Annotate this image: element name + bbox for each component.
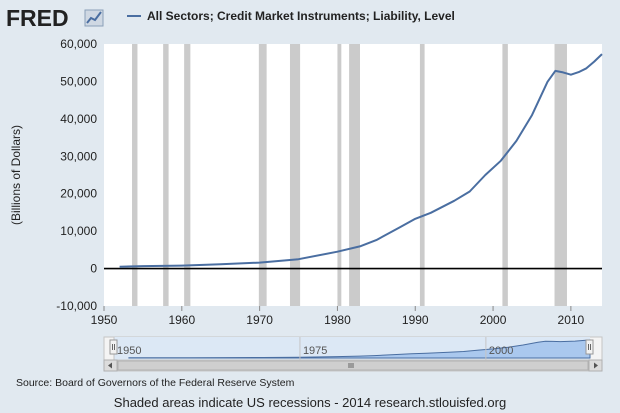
grip-icon [348,363,354,368]
recession-band-0 [132,44,138,306]
y-tick-label: 20,000 [60,187,97,201]
y-tick-label: 40,000 [60,112,97,126]
y-tick-labels: -10,000 0 10,000 20,000 30,000 40,000 50,000 60… [56,37,97,313]
x-tick-label: 2000 [480,313,507,327]
x-tick-label: 1960 [168,313,195,327]
source-text: Source: Board of Governors of the Federa… [16,377,295,389]
series-line-0[interactable] [119,53,603,268]
series-layer [119,53,603,268]
navigator-series [128,339,591,359]
navigator-tick-label: 1975 [303,345,327,357]
recession-band-7 [419,44,425,306]
recession-shading [132,44,567,306]
fred-logo[interactable]: FRED [6,5,104,31]
x-tick-label: 1990 [402,313,429,327]
y-tick-label: -10,000 [56,299,97,313]
y-axis-title: (Billions of Dollars) [9,125,23,225]
x-tick-label: 1980 [324,313,351,327]
x-tick-label: 1970 [246,313,273,327]
navigator-left-handle[interactable] [109,339,118,355]
x-tick-labels: 1950 1960 1970 1980 1990 2000 2010 [91,306,585,327]
legend-label: All Sectors; Credit Market Instruments; … [147,9,455,23]
recession-note[interactable]: Shaded areas indicate US recessions - 20… [113,395,507,410]
line-chart-icon [84,9,104,27]
navigator-ticks: 1950 1975 2000 [113,337,513,360]
recession-band-2 [184,44,191,306]
y-tick-label: 50,000 [60,74,97,88]
logo-text: FRED [6,5,69,31]
recession-band-4 [289,44,301,306]
arrow-right-icon[interactable] [588,359,603,372]
recession-band-8 [502,44,508,306]
y-tick-label: 10,000 [60,224,97,238]
arrow-left-icon[interactable] [103,359,118,372]
recession-band-6 [349,44,361,306]
y-tick-label: 30,000 [60,149,97,163]
navigator-tick-label: 2000 [489,345,513,357]
recession-band-3 [258,44,267,306]
recession-band-1 [163,44,169,306]
recession-band-9 [554,44,567,306]
recession-band-5 [337,44,342,306]
x-tick-label: 2010 [558,313,585,327]
x-tick-label: 1950 [91,313,118,327]
navigator-right-handle[interactable] [585,339,594,355]
y-tick-label: 0 [90,262,97,276]
range-navigator[interactable]: 1950 1975 2000 [103,336,603,372]
y-tick-label: 60,000 [60,37,97,51]
navigator-tick-label: 1950 [117,345,141,357]
legend[interactable]: All Sectors; Credit Market Instruments; … [127,9,455,23]
